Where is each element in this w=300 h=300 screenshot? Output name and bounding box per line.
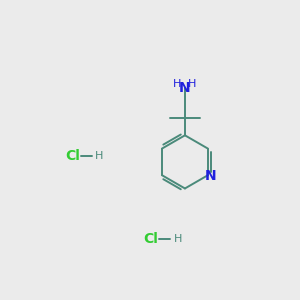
Text: N: N bbox=[179, 81, 191, 95]
Text: Cl: Cl bbox=[143, 232, 158, 246]
Text: Cl: Cl bbox=[65, 149, 80, 163]
Text: H: H bbox=[188, 79, 196, 89]
Text: H: H bbox=[95, 151, 103, 161]
Text: H: H bbox=[173, 79, 182, 89]
Text: N: N bbox=[205, 169, 217, 183]
Text: H: H bbox=[174, 234, 182, 244]
